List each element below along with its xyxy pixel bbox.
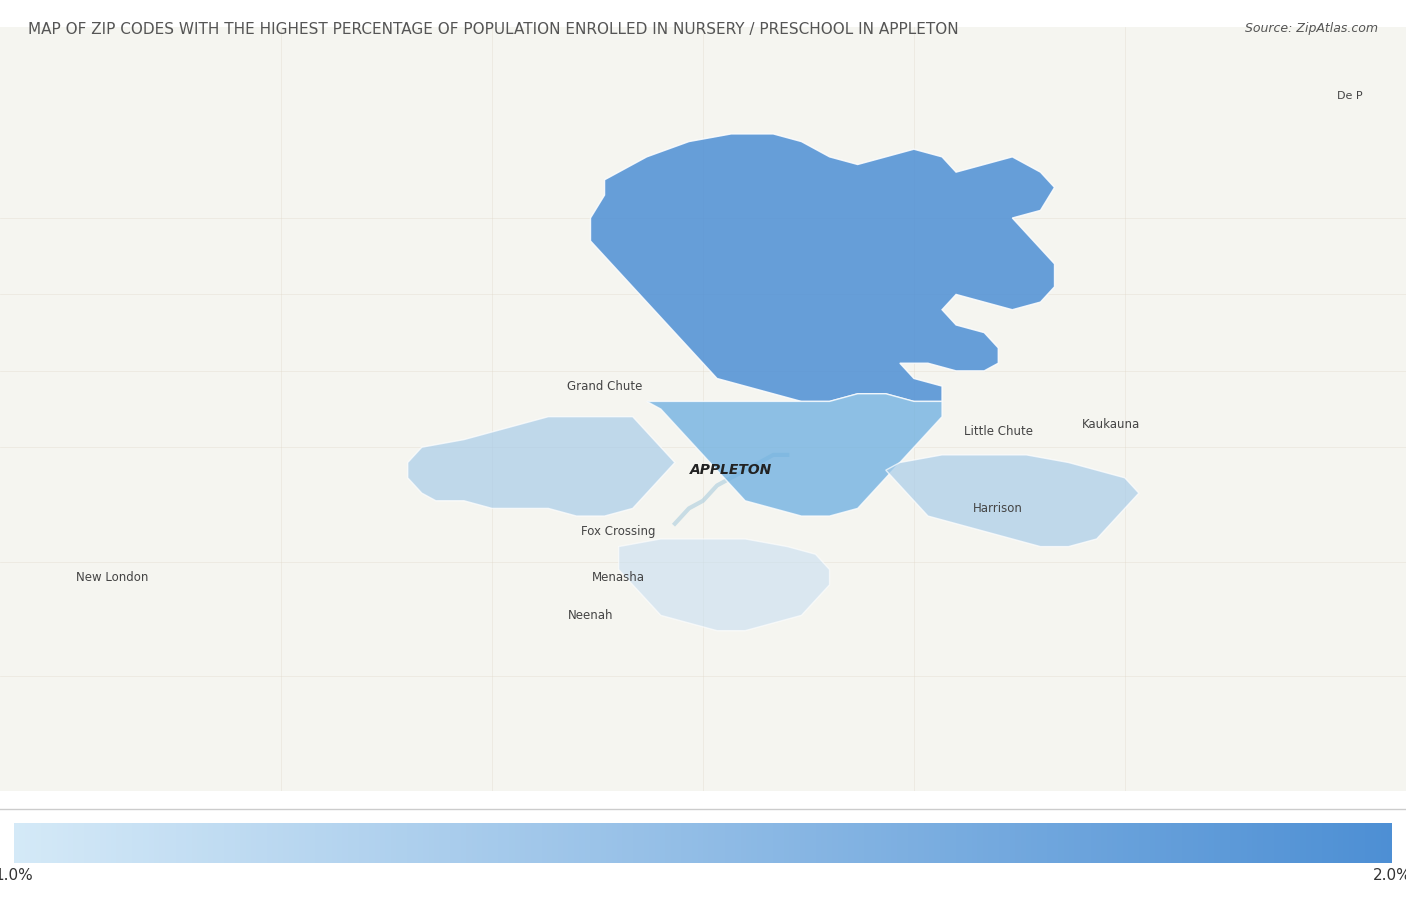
Polygon shape [647,394,942,516]
Polygon shape [408,417,675,516]
Text: Fox Crossing: Fox Crossing [582,525,655,538]
Text: Harrison: Harrison [973,502,1024,515]
Text: APPLETON: APPLETON [690,463,772,477]
Polygon shape [886,455,1139,547]
Polygon shape [619,539,830,631]
Text: Kaukauna: Kaukauna [1081,418,1140,431]
Text: Neenah: Neenah [568,609,613,622]
Text: Menasha: Menasha [592,571,645,583]
Text: Grand Chute: Grand Chute [567,379,643,393]
Text: De P: De P [1337,91,1362,101]
Polygon shape [591,134,1054,401]
Text: Little Chute: Little Chute [963,425,1033,439]
Text: MAP OF ZIP CODES WITH THE HIGHEST PERCENTAGE OF POPULATION ENROLLED IN NURSERY /: MAP OF ZIP CODES WITH THE HIGHEST PERCEN… [28,22,959,38]
Text: New London: New London [76,571,149,583]
Text: Source: ZipAtlas.com: Source: ZipAtlas.com [1244,22,1378,35]
